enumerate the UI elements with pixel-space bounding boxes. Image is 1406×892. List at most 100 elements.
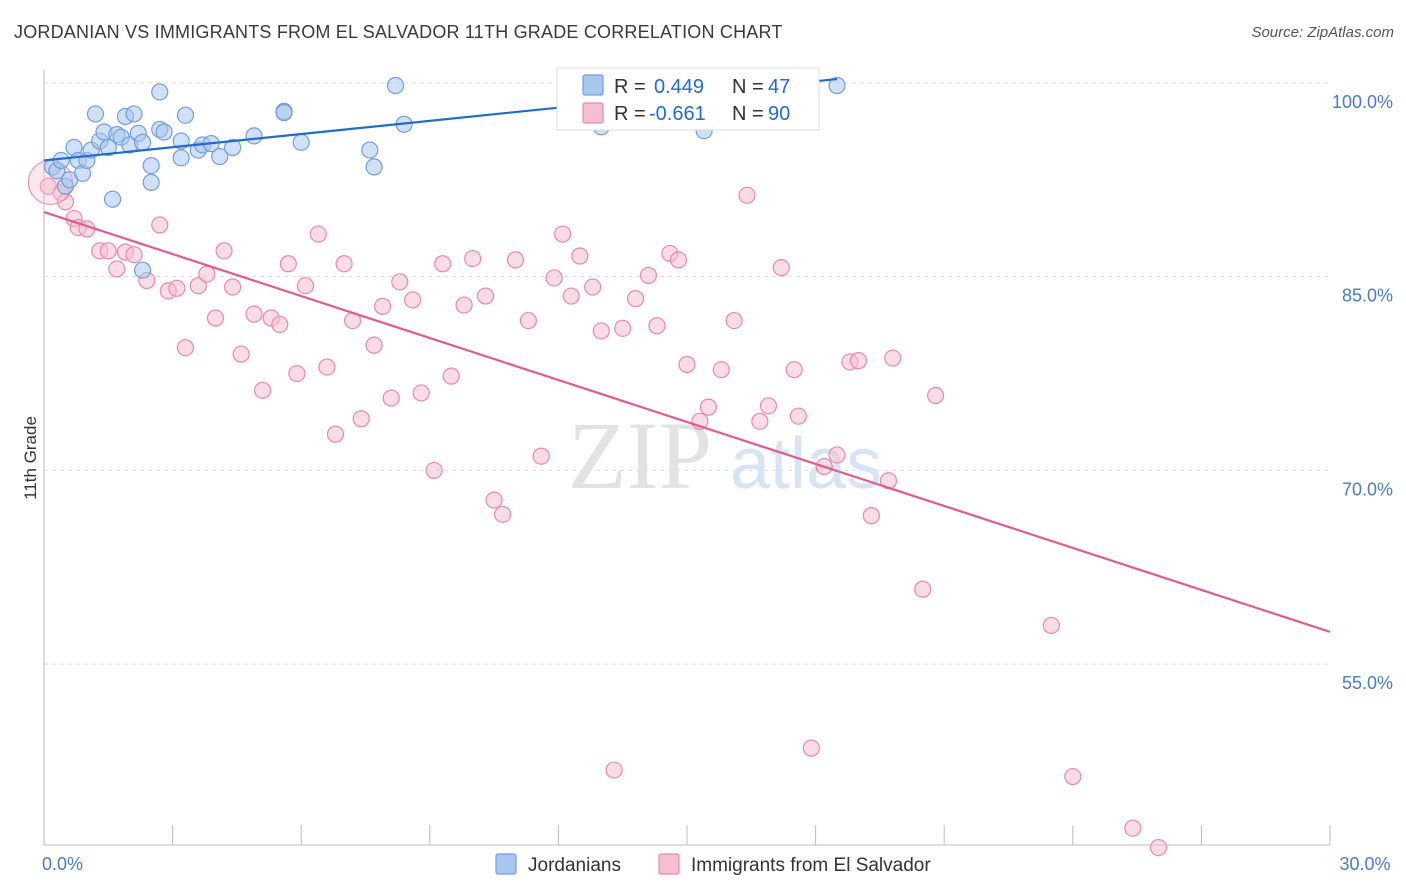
el-salvador-point-88 xyxy=(1124,819,1142,837)
jordanians-point-24 xyxy=(142,156,160,175)
el-salvador-point-57 xyxy=(592,322,610,340)
axes xyxy=(43,70,1331,846)
el-salvador-point-20 xyxy=(224,278,242,296)
el-salvador-point-68 xyxy=(712,361,730,379)
el-salvador-point-54 xyxy=(562,287,580,305)
el-salvador-point-26 xyxy=(279,255,297,273)
watermark: ZIP atlas xyxy=(568,402,882,509)
el-salvador-point-56 xyxy=(584,278,602,296)
y-tick-label-85: 85.0% xyxy=(1342,286,1393,306)
el-salvador-point-72 xyxy=(759,397,778,415)
watermark-zip: ZIP xyxy=(568,402,712,509)
el-salvador-point-75 xyxy=(789,407,808,425)
el-salvador-point-37 xyxy=(382,389,400,407)
jordanians-point-36 xyxy=(245,127,263,145)
stats-r-label-pink: R = xyxy=(614,103,646,125)
jordanians-point-10 xyxy=(86,105,105,123)
el-salvador-point-67 xyxy=(699,398,718,416)
el-salvador-point-18 xyxy=(206,309,225,327)
stats-r-label-blue: R = xyxy=(614,76,646,98)
el-salvador-point-15 xyxy=(176,339,195,357)
el-salvador-point-86 xyxy=(1042,616,1060,635)
jordanians-point-38 xyxy=(275,104,293,122)
el-salvador-point-12 xyxy=(151,216,169,234)
el-salvador-point-22 xyxy=(245,305,263,323)
el-salvador-point-71 xyxy=(751,412,769,430)
series-el-salvador-points xyxy=(27,159,1168,857)
el-salvador-point-59 xyxy=(614,319,632,337)
jordanians-point-22 xyxy=(133,133,152,151)
el-salvador-point-38 xyxy=(391,273,409,291)
tick-labels: 55.0% 70.0% 85.0% 100.0% 0.0% 30.0% xyxy=(42,92,1393,874)
el-salvador-point-19 xyxy=(215,242,233,260)
el-salvador-point-60 xyxy=(626,290,645,308)
jordanians-point-42 xyxy=(386,76,405,95)
el-salvador-point-65 xyxy=(678,355,696,374)
el-salvador-point-84 xyxy=(914,580,932,598)
watermark-atlas: atlas xyxy=(730,424,882,504)
el-salvador-point-58 xyxy=(605,761,623,779)
jordanians-point-35 xyxy=(224,138,242,157)
legend-el-salvador-label: Immigrants from El Salvador xyxy=(691,855,931,876)
legend-el-salvador-swatch xyxy=(658,853,680,875)
el-salvador-point-73 xyxy=(772,259,790,277)
jordanians-point-27 xyxy=(155,123,173,141)
el-salvador-point-70 xyxy=(738,186,756,204)
stats-r-value-blue: 0.449 xyxy=(654,76,704,98)
y-axis-label: 11th Grade xyxy=(21,416,40,500)
jordanians-point-40 xyxy=(361,141,379,159)
el-salvador-point-78 xyxy=(828,446,846,464)
stats-n-label-blue: N = xyxy=(732,76,764,98)
stats-legend: R = 0.449 N = 47 R = -0.661 N = 90 xyxy=(556,67,820,131)
el-salvador-point-74 xyxy=(785,361,803,379)
stats-n-label-pink: N = xyxy=(732,103,764,125)
el-salvador-point-43 xyxy=(442,367,460,385)
grid-lines xyxy=(44,82,1330,665)
el-salvador-point-39 xyxy=(404,291,422,309)
stats-legend-pink-swatch xyxy=(582,102,604,124)
jordanians-point-34 xyxy=(211,147,229,166)
chart-source: Source: ZipAtlas.com xyxy=(1251,24,1394,41)
el-salvador-point-50 xyxy=(519,311,537,330)
x-tick-label-0: 0.0% xyxy=(42,854,83,874)
el-salvador-point-16 xyxy=(189,277,207,295)
jordanians-point-14 xyxy=(103,190,122,208)
x-tick-label-30: 30.0% xyxy=(1339,854,1390,874)
el-salvador-point-25 xyxy=(271,315,289,334)
stats-n-value-blue: 47 xyxy=(768,76,790,98)
jordanians-point-41 xyxy=(365,158,383,176)
el-salvador-point-46 xyxy=(476,287,495,305)
el-salvador-point-8 xyxy=(108,260,126,278)
el-salvador-point-53 xyxy=(554,225,572,243)
el-salvador-point-55 xyxy=(571,247,589,265)
jordanians-point-30 xyxy=(176,106,195,124)
y-tick-label-70: 70.0% xyxy=(1342,479,1393,499)
el-salvador-point-42 xyxy=(434,255,452,273)
el-salvador-point-64 xyxy=(669,251,688,269)
el-salvador-point-29 xyxy=(309,225,327,243)
legend-jordanians-swatch xyxy=(495,853,517,875)
el-salvador-point-32 xyxy=(335,255,353,273)
el-salvador-point-83 xyxy=(884,349,902,367)
el-salvador-point-7 xyxy=(99,242,117,260)
el-salvador-point-17 xyxy=(198,265,216,283)
el-salvador-point-85 xyxy=(927,386,945,405)
y-tick-label-55: 55.0% xyxy=(1342,673,1393,693)
el-salvador-point-14 xyxy=(168,279,186,297)
series-jordanians-points xyxy=(43,76,846,279)
el-salvador-point-69 xyxy=(725,311,743,330)
el-salvador-point-28 xyxy=(296,277,315,295)
el-salvador-point-51 xyxy=(532,447,550,465)
el-salvador-point-36 xyxy=(374,297,392,315)
el-salvador-point-87 xyxy=(1064,767,1082,786)
stats-legend-blue-swatch xyxy=(582,74,604,96)
el-salvador-point-35 xyxy=(365,336,383,354)
stats-n-value-pink: 90 xyxy=(768,103,790,125)
el-salvador-point-44 xyxy=(455,296,473,314)
el-salvador-point-10 xyxy=(125,246,143,264)
el-salvador-point-41 xyxy=(425,461,443,480)
legend-jordanians-label: Jordanians xyxy=(528,855,621,876)
jordanians-point-21 xyxy=(133,261,152,279)
el-salvador-point-31 xyxy=(326,425,345,443)
